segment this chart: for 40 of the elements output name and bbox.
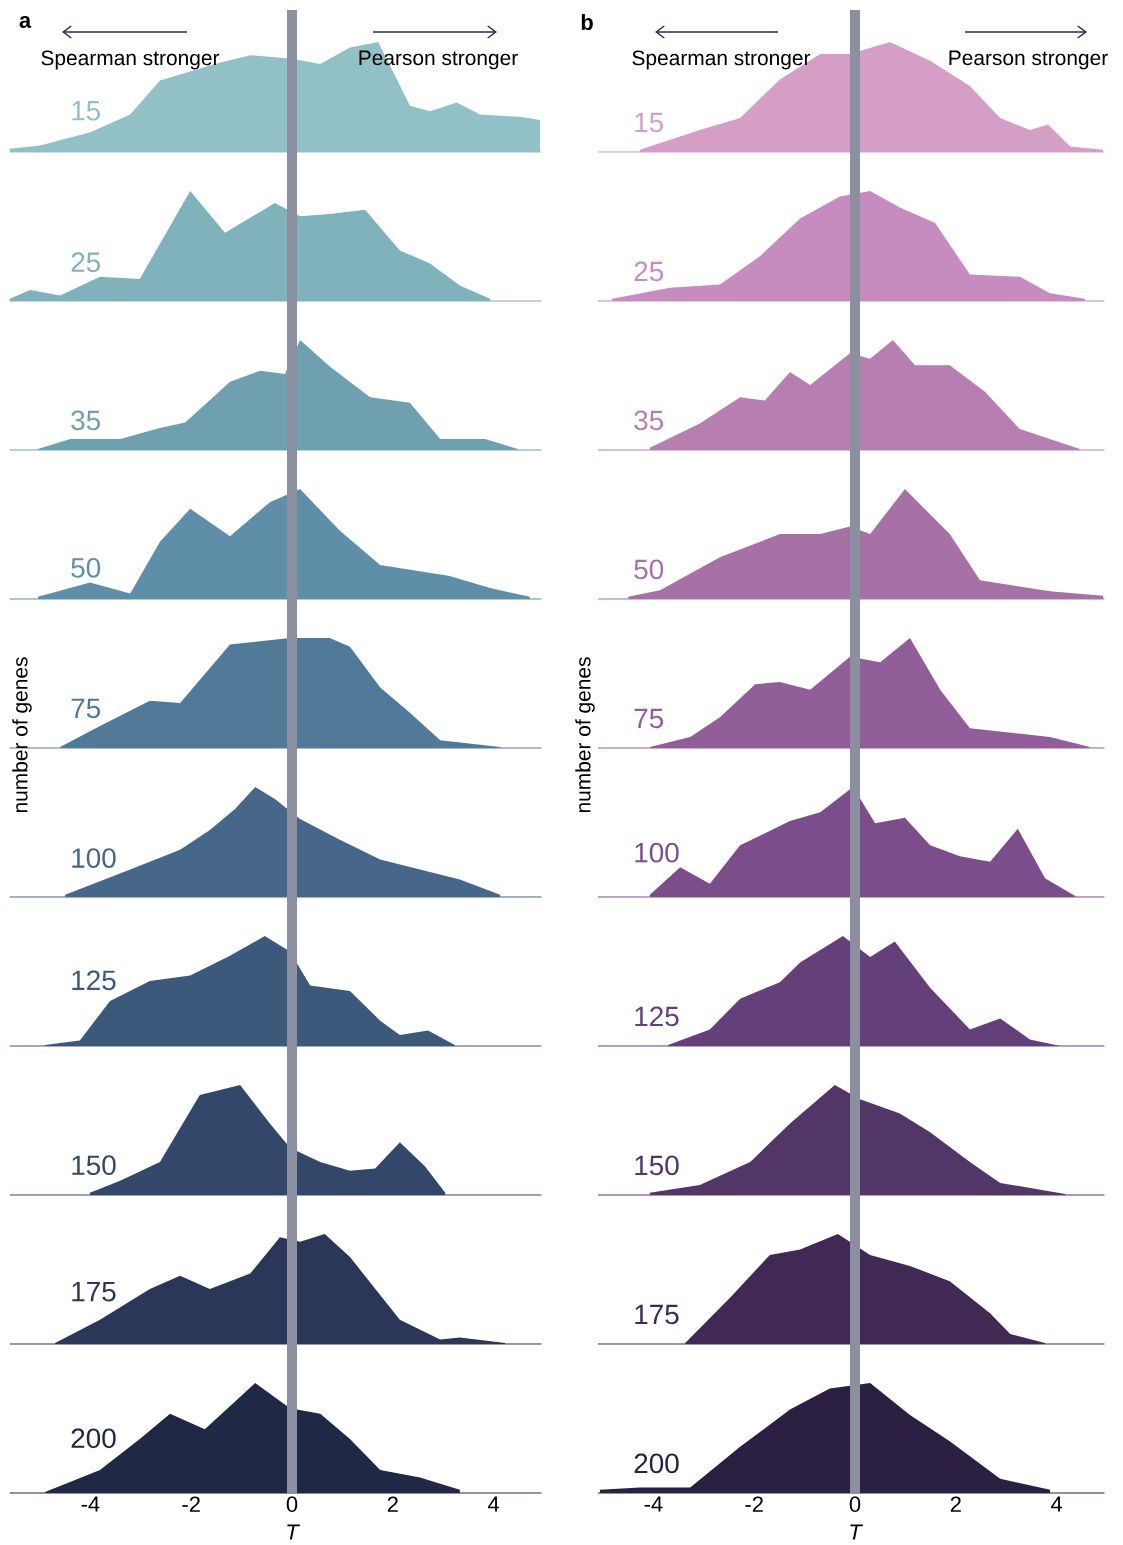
text: 175 — [72, 1282, 116, 1302]
text: 150 — [635, 1155, 679, 1176]
x-tick-label: 2 — [950, 1496, 961, 1512]
text: 25 — [71, 252, 101, 273]
annotation: Pearson stronger — [359, 50, 518, 70]
text: 125 — [635, 1006, 679, 1027]
text: 200 — [71, 1428, 116, 1449]
text: 15 — [72, 101, 101, 121]
annotation: Spearman stronger — [41, 50, 220, 70]
text: 25 — [634, 261, 664, 282]
text: 35 — [634, 410, 664, 431]
x-tick-label: 0 — [286, 1496, 298, 1513]
annotation: Pearson stronger — [949, 50, 1108, 70]
annotation: Spearman stronger — [632, 50, 811, 70]
text: 100 — [635, 842, 679, 863]
x-tick-label: 2 — [387, 1496, 398, 1512]
text: 35 — [71, 410, 101, 431]
text: 50 — [71, 558, 101, 578]
x-axis-title: T — [287, 1524, 300, 1540]
x-tick-label: -2 — [182, 1496, 200, 1512]
text: 100 — [72, 848, 116, 868]
x-tick-label: 4 — [1051, 1496, 1063, 1512]
text: 125 — [72, 970, 116, 991]
text: 50 — [634, 559, 664, 580]
x-tick-label: -2 — [745, 1496, 763, 1512]
text: 75 — [71, 698, 101, 719]
y-axis-title: number of genes — [12, 657, 32, 813]
text: 200 — [634, 1453, 679, 1474]
y-axis-title: number of genes — [575, 657, 595, 813]
text: 75 — [634, 708, 664, 729]
x-tick-label: 4 — [488, 1496, 500, 1512]
text: 15 — [635, 112, 664, 133]
x-tick-label: -4 — [644, 1496, 663, 1512]
x-tick-label: 0 — [849, 1496, 861, 1513]
text: a — [19, 15, 32, 28]
text: 175 — [635, 1304, 679, 1325]
text: b — [581, 13, 593, 31]
text: 150 — [72, 1155, 116, 1176]
x-axis-title: T — [850, 1524, 864, 1540]
x-tick-label: -4 — [81, 1496, 100, 1512]
